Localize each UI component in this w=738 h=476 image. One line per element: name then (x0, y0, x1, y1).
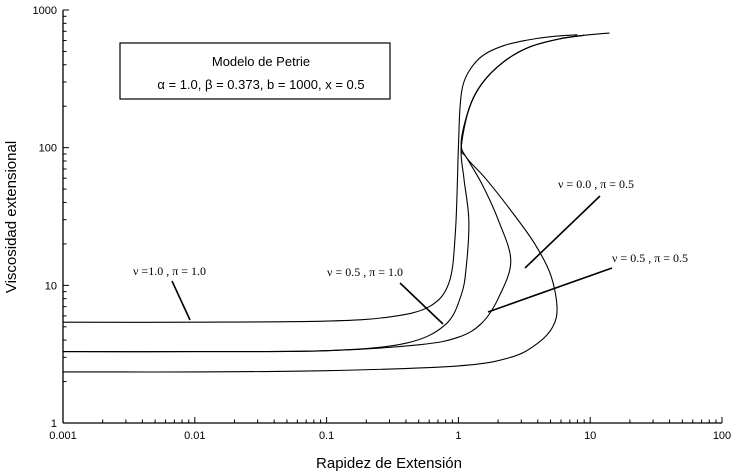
x-tick-label: 10 (584, 430, 596, 442)
legend-title: Modelo de Petrie (212, 54, 310, 69)
y-tick-label: 100 (39, 143, 57, 155)
series-curve-4 (62, 32, 610, 373)
y-tick-label: 10 (45, 280, 57, 292)
legend-frame (119, 42, 391, 100)
x-tick-label: 0.001 (49, 430, 77, 442)
curve-leader-1 (171, 280, 191, 321)
curve-label-4: ν = 0.5 , π = 0.5 (612, 251, 688, 265)
curve-leader-3 (524, 195, 601, 269)
x-tick-label: 100 (713, 430, 731, 442)
curve-label-3: ν = 0.0 , π = 0.5 (558, 177, 634, 191)
series-curve-1 (62, 34, 578, 323)
curve-annotations: ν =1.0 , π = 1.0 ν = 0.5 , π = 1.0 ν = 0.0… (133, 177, 688, 325)
y-axis-title: Viscosidad extensional (3, 141, 20, 293)
x-tick-label: 0.01 (184, 430, 205, 442)
curve-label-2: ν = 0.5 , π = 1.0 (327, 265, 403, 279)
x-tick-label: 0.1 (319, 430, 334, 442)
axes: 0.001 0.01 0.1 1 10 100 1 10 100 1000 (33, 5, 732, 442)
legend-box: Modelo de Petrie α = 1.0, β = 0.373, b =… (119, 42, 391, 100)
legend-params: α = 1.0, β = 0.373, b = 1000, x = 0.5 (157, 77, 364, 92)
curves (62, 32, 610, 373)
y-tick-label: 1000 (33, 5, 57, 17)
x-axis-title: Rapidez de Extensión (316, 455, 462, 472)
y-tick-label: 1 (51, 418, 57, 430)
curve-leader-2 (399, 282, 444, 325)
curve-leader-4 (487, 267, 613, 313)
curve-label-1: ν =1.0 , π = 1.0 (133, 264, 206, 278)
x-tick-label: 1 (455, 430, 461, 442)
